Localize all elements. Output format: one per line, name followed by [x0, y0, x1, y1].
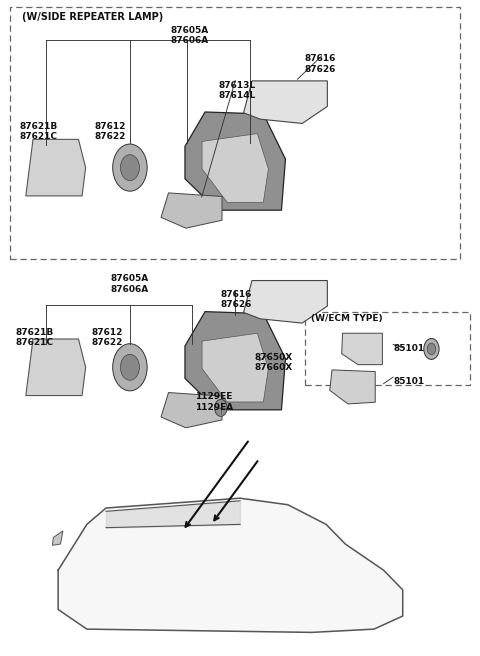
- Polygon shape: [185, 112, 286, 210]
- Text: 87621B
87621C: 87621B 87621C: [15, 328, 53, 348]
- Polygon shape: [185, 312, 286, 410]
- Text: 87612
87622: 87612 87622: [92, 328, 123, 348]
- Text: 1129EE
1129EA: 1129EE 1129EA: [194, 392, 233, 411]
- Text: 87605A
87606A: 87605A 87606A: [111, 274, 149, 294]
- Polygon shape: [161, 193, 222, 228]
- Polygon shape: [243, 81, 327, 123]
- Polygon shape: [243, 281, 327, 323]
- Text: 87650X
87660X: 87650X 87660X: [254, 353, 293, 372]
- Text: 85101: 85101: [393, 377, 424, 386]
- Polygon shape: [342, 333, 383, 365]
- Text: 87612
87622: 87612 87622: [94, 122, 125, 141]
- Polygon shape: [202, 333, 268, 402]
- Text: (W/ECM TYPE): (W/ECM TYPE): [311, 314, 383, 323]
- Polygon shape: [161, 392, 222, 428]
- Text: 87613L
87614L: 87613L 87614L: [218, 81, 256, 100]
- Text: 85101: 85101: [393, 344, 424, 353]
- Text: 87621B
87621C: 87621B 87621C: [20, 122, 58, 141]
- Circle shape: [427, 343, 436, 355]
- Text: 87616
87626: 87616 87626: [221, 290, 252, 310]
- Circle shape: [113, 344, 147, 391]
- Circle shape: [120, 155, 139, 180]
- Polygon shape: [26, 139, 85, 196]
- Polygon shape: [58, 498, 403, 632]
- Circle shape: [120, 354, 139, 380]
- Circle shape: [215, 400, 227, 417]
- Circle shape: [424, 338, 439, 359]
- Text: 87605A
87606A: 87605A 87606A: [170, 26, 209, 45]
- Text: (W/SIDE REPEATER LAMP): (W/SIDE REPEATER LAMP): [22, 12, 164, 22]
- Polygon shape: [52, 531, 63, 545]
- Circle shape: [113, 144, 147, 191]
- Text: 87616
87626: 87616 87626: [305, 54, 336, 73]
- Polygon shape: [202, 134, 268, 202]
- Polygon shape: [26, 339, 85, 396]
- Polygon shape: [330, 370, 375, 404]
